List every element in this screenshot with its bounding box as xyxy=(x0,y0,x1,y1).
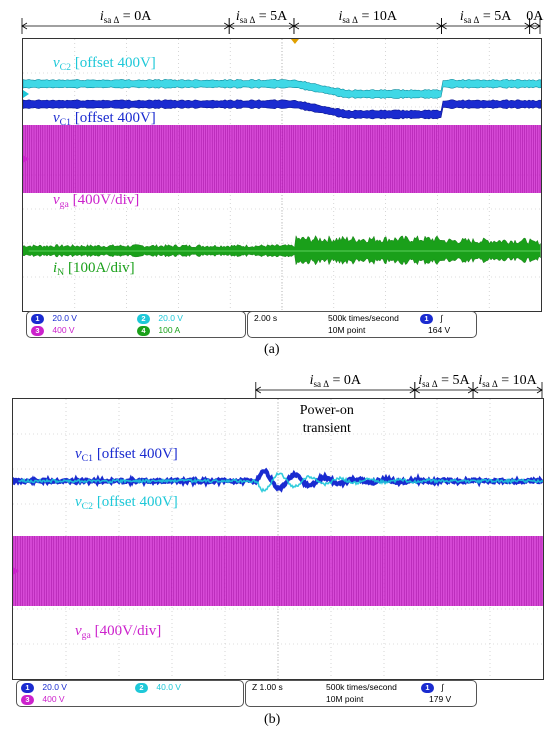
record-length: 10M point xyxy=(326,694,364,704)
segment-label: isa Δ = 0A xyxy=(100,9,152,25)
channel-marker xyxy=(13,477,19,485)
label-vc2: vC2 [offset 400V] xyxy=(75,494,178,512)
iN-band xyxy=(22,235,541,266)
panel-b-time-markers: isa Δ = 0A isa Δ = 5A isa Δ = 10A xyxy=(255,373,543,398)
ch2-badge: 2 xyxy=(135,682,148,693)
timebase: Z 1.00 s xyxy=(252,682,283,692)
channel-marker xyxy=(13,567,19,575)
label-vc1: vC1 [offset 400V] xyxy=(75,446,178,464)
sample-rate: 500k times/second xyxy=(326,682,397,692)
trigger-level: 164 V xyxy=(428,325,451,335)
panel-a-label: (a) xyxy=(264,342,280,357)
vc2-line xyxy=(12,471,544,493)
label-iN: iN [100A/div] xyxy=(53,260,135,278)
trigger-channel-badge: 1 xyxy=(421,682,434,693)
trace-vc2 xyxy=(12,471,544,493)
panel-b-scope: vC1 [offset 400V] vC2 [offset 400V] vga [4… xyxy=(11,398,545,680)
ch3-badge: 3 xyxy=(31,325,44,336)
label-vga: vga [400V/div] xyxy=(75,623,161,641)
segment-label: isa Δ = 0A xyxy=(310,373,362,389)
segment-label: isa Δ = 5A xyxy=(460,9,512,25)
trace-vga xyxy=(12,536,543,606)
segment-label: isa Δ = 5A xyxy=(236,9,288,25)
ch4-badge: 4 xyxy=(137,325,150,336)
panel-a-plot: vC2 [offset 400V] vC1 [offset 400V] vga [4… xyxy=(22,39,542,311)
trace-vga xyxy=(22,125,541,193)
trigger-channel-badge: 1 xyxy=(420,313,433,324)
trigger-level: 179 V xyxy=(429,694,452,704)
annotation-line2: transient xyxy=(303,421,351,436)
trigger-marker xyxy=(290,39,299,44)
label-vc1: vC1 [offset 400V] xyxy=(53,110,156,128)
channel-marker xyxy=(23,247,29,255)
panel-b-channel-box: 1 20.0 V 2 40.0 V 3 400 V xyxy=(16,680,244,707)
segment-label: isa Δ = 5A xyxy=(418,373,470,389)
timebase: 2.00 s xyxy=(254,313,278,323)
annotation-line1: Power-on xyxy=(300,403,354,418)
panel-a-time-markers: isa Δ = 0A isa Δ = 5A isa Δ = 10A isa Δ = 5… xyxy=(21,9,544,34)
trigger-slope-icon: ∫ xyxy=(440,313,443,323)
record-length: 10M point xyxy=(328,325,366,335)
ch3-badge: 3 xyxy=(21,694,34,705)
trace-iN xyxy=(22,235,541,266)
panel-b-timebase-box: Z 1.00 s 500k times/second 10M point 1 ∫… xyxy=(245,680,477,707)
panel-b-plot: vC1 [offset 400V] vC2 [offset 400V] vga [4… xyxy=(11,399,545,679)
trigger-slope-icon: ∫ xyxy=(441,682,444,692)
segment-label: isa Δ = 10A xyxy=(478,373,537,389)
vga-band xyxy=(23,125,541,193)
vga-band xyxy=(13,536,543,606)
ch1-badge: 1 xyxy=(21,682,34,693)
segment-label: isa Δ = 10A xyxy=(339,9,398,25)
ch2-scale: 20.0 V xyxy=(158,313,183,323)
sample-rate: 500k times/second xyxy=(328,313,399,323)
ch2-badge: 2 xyxy=(137,313,150,324)
ch1-scale: 20.0 V xyxy=(42,682,67,692)
panel-a-channel-box: 1 20.0 V 2 20.0 V 3 400 V 4 100 A xyxy=(26,311,246,338)
channel-marker xyxy=(23,90,29,98)
panel-a-scope: vC2 [offset 400V] vC1 [offset 400V] vga [4… xyxy=(22,38,542,312)
label-vc2: vC2 [offset 400V] xyxy=(53,55,156,73)
ch4-scale: 100 A xyxy=(158,325,181,335)
label-vga: vga [400V/div] xyxy=(53,192,139,210)
channel-marker xyxy=(23,155,29,163)
ch1-scale: 20.0 V xyxy=(52,313,77,323)
panel-b-label: (b) xyxy=(264,712,281,727)
ch2-scale: 40.0 V xyxy=(156,682,181,692)
ch3-scale: 400 V xyxy=(42,694,65,704)
ch1-badge: 1 xyxy=(31,313,44,324)
panel-a-timebase-box: 2.00 s 500k times/second 10M point 1 ∫ 1… xyxy=(247,311,477,338)
segment-label: 0A xyxy=(526,9,544,24)
ch3-scale: 400 V xyxy=(52,325,75,335)
